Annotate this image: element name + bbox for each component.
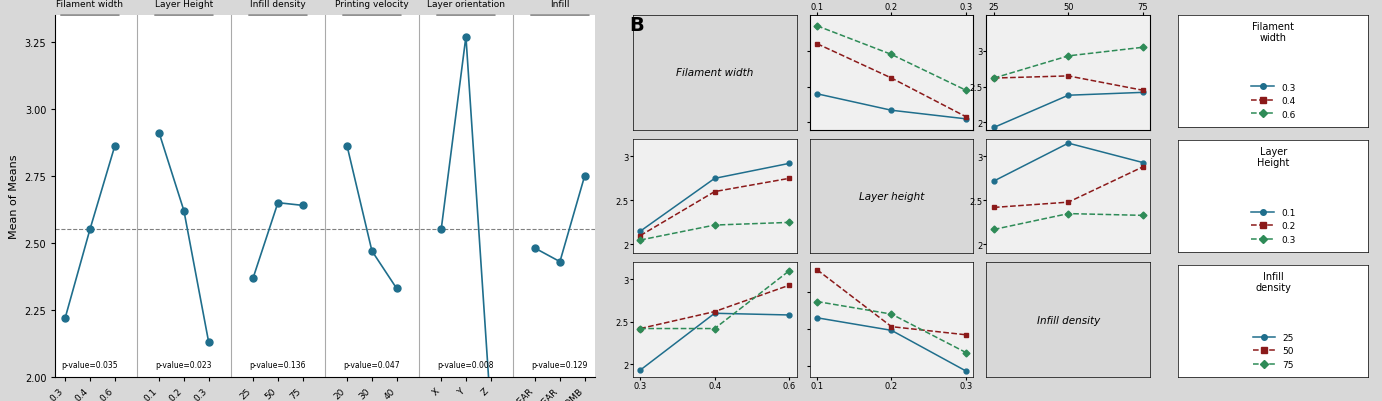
Text: p-value=0.008: p-value=0.008 [438, 360, 493, 369]
Text: Layer
Height: Layer Height [1258, 146, 1289, 168]
Text: Filament width: Filament width [676, 68, 753, 78]
Legend: 0.1, 0.2, 0.3: 0.1, 0.2, 0.3 [1248, 205, 1299, 248]
Text: Filament
width: Filament width [1252, 22, 1295, 43]
Text: Layer height: Layer height [858, 192, 925, 201]
Text: Layer Height: Layer Height [155, 0, 213, 9]
Legend: 25, 50, 75: 25, 50, 75 [1249, 329, 1298, 373]
Text: Printing velocity: Printing velocity [334, 0, 409, 9]
Text: p-value=0.136: p-value=0.136 [250, 360, 305, 369]
Text: Infill density: Infill density [1036, 315, 1100, 325]
Text: Infill
density: Infill density [1255, 271, 1291, 293]
Text: B: B [629, 16, 644, 35]
Text: p-value=0.023: p-value=0.023 [155, 360, 211, 369]
Text: Infill: Infill [550, 0, 569, 9]
Text: Layer orientation: Layer orientation [427, 0, 504, 9]
Legend: 0.3, 0.4, 0.6: 0.3, 0.4, 0.6 [1248, 80, 1299, 123]
Text: p-value=0.047: p-value=0.047 [344, 360, 401, 369]
Text: Filament width: Filament width [57, 0, 123, 9]
Text: Infill density: Infill density [250, 0, 305, 9]
Y-axis label: Mean of Means: Mean of Means [8, 154, 19, 239]
Text: p-value=0.129: p-value=0.129 [532, 360, 587, 369]
Text: p-value=0.035: p-value=0.035 [61, 360, 117, 369]
